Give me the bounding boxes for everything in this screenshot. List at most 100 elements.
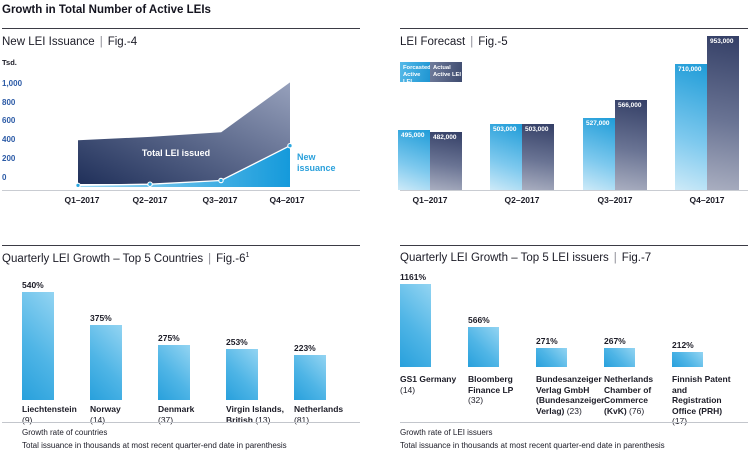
category-label-line: Verlag GmbH: [536, 384, 590, 395]
category-label-line: (81): [294, 414, 310, 425]
issuance-x-axis-line: [2, 190, 360, 191]
category-label: Denmark (37): [158, 404, 224, 425]
bar-forecasted-active-lei: 495,000: [398, 130, 430, 190]
line-series-label: New issuance: [297, 152, 336, 173]
legend-line: Forcasted: [403, 65, 431, 71]
bar-value-label: 503,000: [493, 126, 517, 133]
y-tick-label: 800: [2, 97, 16, 107]
data-point-marker: [218, 177, 224, 184]
bar-actual-active-lei: 482,000: [430, 132, 462, 190]
category-label-line: Denmark: [158, 404, 195, 414]
category-label-line: Office (PRH): [672, 405, 723, 416]
bar: [468, 327, 499, 367]
x-axis-label: Q4–2017: [269, 195, 305, 205]
growth-percent-label: 271%: [536, 335, 558, 346]
category-label-line: (KvK) (76): [604, 405, 645, 416]
countries-footnote-1: Growth rate of countries: [22, 428, 108, 437]
legend-line: Active LEI: [403, 72, 421, 85]
category-label-line: Netherlands: [294, 404, 344, 414]
category-label-line: (14): [400, 384, 416, 395]
data-point-marker: [75, 182, 81, 189]
bar: [604, 348, 635, 367]
category-label: Netherlands Chamber of Commerce (KvK) (76): [604, 374, 670, 416]
growth-percent-label: 1161%: [400, 271, 426, 282]
bar: [226, 349, 258, 400]
new-issuance-area-chart: 1,000 800 600 400 200 0 Q1–2017 Q2–2017 Q3–2017 Q…: [0, 0, 360, 215]
issuers-panel-title: Quarterly LEI Growth – Top 5 LEI issuers…: [400, 252, 651, 264]
bar-forecasted-active-lei: 527,000: [583, 118, 615, 190]
bar-value-label: 495,000: [401, 132, 425, 139]
total-lei-issued-area: [78, 81, 290, 184]
category-label-line: Liechtenstein: [22, 404, 77, 414]
category-label: Bundesanzeiger Verlag GmbH (Bundesanzeiger…: [536, 374, 605, 416]
bar: [90, 325, 122, 400]
issuers-footnote-2: Total issuance in thousands at most rece…: [400, 441, 665, 450]
category-label-line: (14): [90, 414, 106, 425]
bar-actual-active-lei: 953,000: [707, 36, 739, 190]
bar: [158, 345, 190, 400]
category-label-line: (9): [22, 414, 33, 425]
countries-fig-footnote-marker: 1: [245, 252, 250, 259]
title-separator: |: [613, 252, 617, 264]
bar-value-label: 527,000: [586, 120, 610, 127]
x-axis-label: Q2–2017: [504, 195, 540, 205]
category-label: Virgin Islands, British (13): [226, 404, 292, 425]
category-label: Finnish Patent and Registration Office (PR…: [672, 374, 738, 427]
bar: [536, 348, 567, 367]
issuers-panel-rule: [400, 245, 748, 246]
category-label-line: Chamber of: [604, 384, 652, 395]
bar-value-label: 710,000: [678, 66, 702, 73]
bar-actual-active-lei: 503,000: [522, 124, 554, 190]
category-label-line: and Registration: [672, 384, 722, 406]
bar-actual-active-lei: 566,000: [615, 100, 647, 190]
bar: [400, 284, 431, 367]
countries-panel-title: Quarterly LEI Growth – Top 5 Countries | F…: [2, 252, 249, 265]
issuers-footnote-1: Growth rate of LEI issuers: [400, 428, 493, 437]
category-label-line: Finance LP: [468, 384, 514, 395]
y-tick-label: 400: [2, 135, 16, 145]
issuers-fig-label: Fig.-7: [621, 252, 652, 264]
legend-actual-active-lei: Actual Active LEI: [430, 62, 462, 82]
issuance-title-text: New LEI Issuance: [2, 36, 95, 48]
x-axis-label: Q1–2017: [412, 195, 448, 205]
new-issuance-area: [78, 145, 290, 187]
bar-forecasted-active-lei: 503,000: [490, 124, 522, 190]
x-axis-label: Q2–2017: [132, 195, 168, 205]
category-label-line: GS1 Germany: [400, 374, 457, 384]
category-label-line: British (13): [226, 414, 271, 425]
category-label: Liechtenstein (9): [22, 404, 88, 425]
issuance-fig-label: Fig.-4: [107, 36, 138, 48]
bar: [22, 292, 54, 400]
y-tick-label: 600: [2, 116, 16, 126]
growth-percent-label: 375%: [90, 312, 112, 323]
growth-percent-label: 212%: [672, 339, 694, 350]
legend-line: Active LEI: [433, 72, 462, 78]
forecast-fig-label: Fig.-5: [478, 36, 508, 48]
issuance-panel-rule: [2, 28, 360, 29]
category-label-line: (32): [468, 395, 484, 405]
bar-value-label: 566,000: [618, 102, 642, 109]
forecast-title-text: LEI Forecast: [400, 36, 466, 48]
category-label-line: Bloomberg: [468, 374, 513, 384]
y-axis-unit-label: Tsd.: [2, 58, 17, 67]
legend-line: Actual: [433, 65, 451, 71]
growth-percent-label: 275%: [158, 332, 180, 343]
bar-value-label: 482,000: [433, 134, 457, 141]
title-separator: |: [208, 252, 212, 265]
countries-footer-rule: [2, 422, 360, 423]
category-label-line: Verlag) (23): [536, 405, 582, 416]
category-label-line: Norway: [90, 404, 121, 414]
category-label-line: (17): [672, 416, 688, 426]
area-series-label: Total LEI issued: [141, 148, 211, 158]
growth-percent-label: 253%: [226, 336, 248, 347]
new-issuance-line: [77, 145, 291, 187]
issuers-footer-rule: [400, 422, 748, 423]
x-axis-label: Q4–2017: [689, 195, 725, 205]
x-axis-label: Q3–2017: [597, 195, 633, 205]
bar-forecasted-active-lei: 710,000: [675, 64, 707, 190]
category-label-line: Bundesanzeiger: [536, 374, 602, 384]
title-separator: |: [470, 36, 474, 48]
growth-percent-label: 267%: [604, 335, 626, 346]
bar-value-label: 503,000: [525, 126, 549, 133]
